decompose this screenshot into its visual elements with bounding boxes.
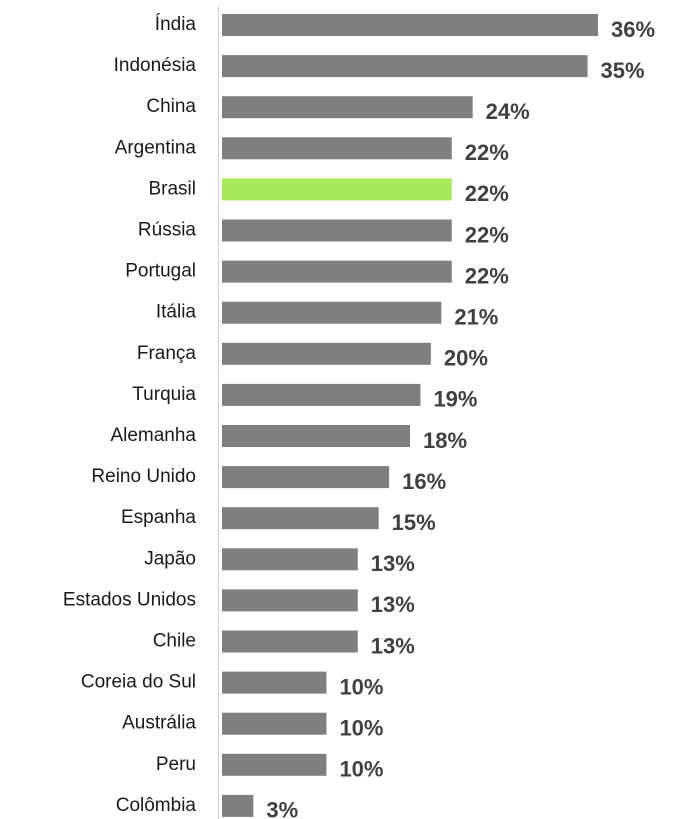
value-label: 10% (339, 716, 383, 741)
value-label: 24% (486, 99, 530, 124)
value-label: 22% (465, 181, 509, 206)
category-label: Turquia (132, 384, 196, 405)
value-label: 16% (402, 469, 446, 494)
category-label: Alemanha (110, 425, 196, 446)
bar (222, 342, 431, 365)
category-label: Coreia do Sul (81, 672, 196, 693)
category-label: Portugal (125, 261, 196, 282)
category-label: Chile (153, 631, 196, 652)
value-label: 22% (465, 263, 509, 288)
bar (222, 55, 588, 78)
bar (222, 630, 358, 653)
bar (222, 137, 452, 160)
bar (222, 301, 442, 324)
category-label: Argentina (115, 137, 197, 158)
bar (222, 753, 327, 776)
category-label: Espanha (121, 507, 196, 528)
category-label: Japão (144, 548, 196, 569)
category-label: França (137, 343, 197, 364)
value-label: 15% (392, 510, 436, 535)
bar (222, 466, 390, 489)
category-label: Brasil (148, 178, 196, 199)
value-label: 10% (339, 757, 383, 782)
category-label: Austrália (122, 713, 196, 734)
category-label: Indonésia (114, 55, 197, 76)
bar (222, 507, 379, 530)
value-label: 13% (371, 633, 415, 658)
category-label: Itália (156, 302, 197, 323)
value-label: 18% (423, 428, 467, 453)
value-label: 10% (339, 674, 383, 699)
bar (222, 178, 452, 201)
value-label: 13% (371, 551, 415, 576)
bar (222, 794, 254, 817)
value-label: 13% (371, 592, 415, 617)
value-label: 22% (465, 140, 509, 165)
bar (222, 260, 452, 283)
category-label: China (146, 96, 196, 117)
value-label: 35% (601, 58, 645, 83)
bar (222, 383, 421, 406)
value-label: 3% (266, 798, 298, 819)
bar (222, 219, 452, 242)
category-label: Peru (156, 754, 196, 775)
category-label: Rússia (138, 220, 197, 241)
bar (222, 671, 327, 694)
bar (222, 96, 473, 119)
category-label: Índia (155, 14, 197, 35)
category-label: Colômbia (116, 795, 197, 816)
bar (222, 712, 327, 735)
bar (222, 425, 410, 447)
value-label: 20% (444, 346, 488, 371)
value-label: 22% (465, 222, 509, 247)
bar (222, 548, 358, 571)
category-label: Reino Unido (91, 466, 196, 487)
bar (222, 14, 598, 36)
bar (222, 589, 358, 612)
category-label: Estados Unidos (63, 589, 196, 610)
value-label: 36% (611, 17, 655, 42)
value-label: 19% (433, 387, 477, 412)
value-label: 21% (454, 305, 498, 330)
